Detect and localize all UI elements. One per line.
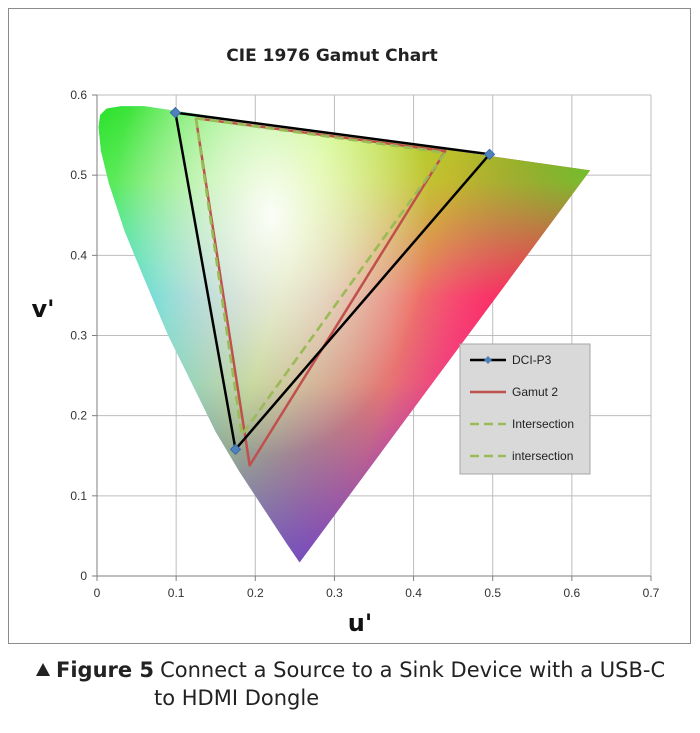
series-marker-dci-p3 (169, 106, 182, 119)
triangle-up-icon (36, 663, 50, 676)
y-tick-label: 0 (80, 569, 87, 583)
x-tick-label: 0.4 (405, 586, 422, 600)
y-tick-label: 0.2 (70, 409, 87, 423)
legend-label: Intersection (512, 417, 574, 431)
figure-label: Figure 5 (56, 658, 155, 682)
y-axis-label: v' (32, 295, 55, 323)
legend-label: intersection (512, 449, 573, 463)
x-tick-label: 0.7 (643, 586, 660, 600)
x-axis-label: u' (348, 609, 372, 637)
y-tick-label: 0.4 (70, 248, 87, 262)
legend-label: DCI-P3 (512, 353, 552, 367)
x-tick-label: 0.1 (168, 586, 185, 600)
y-tick-label: 0.5 (70, 168, 87, 182)
chart-title: CIE 1976 Gamut Chart (226, 46, 437, 66)
legend-label: Gamut 2 (512, 385, 558, 399)
series-line-gamut 2 (194, 116, 447, 467)
series-line-intersection (194, 116, 447, 437)
y-tick-label: 0.1 (70, 489, 87, 503)
axes: 0 0.1 0.2 0.3 0.4 0.5 0.6 0.7 0 0.1 0.2 0.3 0.4 0.5 0.… (70, 88, 659, 600)
figure-frame: 0 0.1 0.2 0.3 0.4 0.5 0.6 0.7 0 0.1 0.2 0.3 0.4 0.5 0.… (8, 8, 691, 644)
caption-text-line2: to HDMI Dongle (154, 686, 320, 710)
series-layer (169, 106, 496, 467)
series-marker-dci-p3 (483, 148, 496, 161)
x-tick-label: 0 (94, 586, 101, 600)
legend-box (459, 343, 591, 475)
x-tick-label: 0.2 (247, 586, 264, 600)
x-tick-label: 0.3 (326, 586, 343, 600)
legend-marker (484, 356, 492, 364)
gamut-chart: 0 0.1 0.2 0.3 0.4 0.5 0.6 0.7 0 0.1 0.2 0.3 0.4 0.5 0.… (32, 46, 660, 637)
y-tick-label: 0.3 (70, 329, 87, 343)
x-tick-label: 0.5 (484, 586, 501, 600)
y-tick-label: 0.6 (70, 88, 87, 102)
series-line-dci-p3 (174, 111, 491, 451)
legend: DCI-P3 Gamut 2 Intersection intersection (459, 343, 591, 475)
series-marker-dci-p3 (229, 443, 242, 456)
x-tick-label: 0.6 (564, 586, 581, 600)
locus-white-point-glow (112, 106, 430, 456)
caption-text-line1: Connect a Source to a Sink Device with a… (160, 658, 666, 682)
figure-caption: Figure 5 Connect a Source to a Sink Devic… (36, 656, 676, 712)
